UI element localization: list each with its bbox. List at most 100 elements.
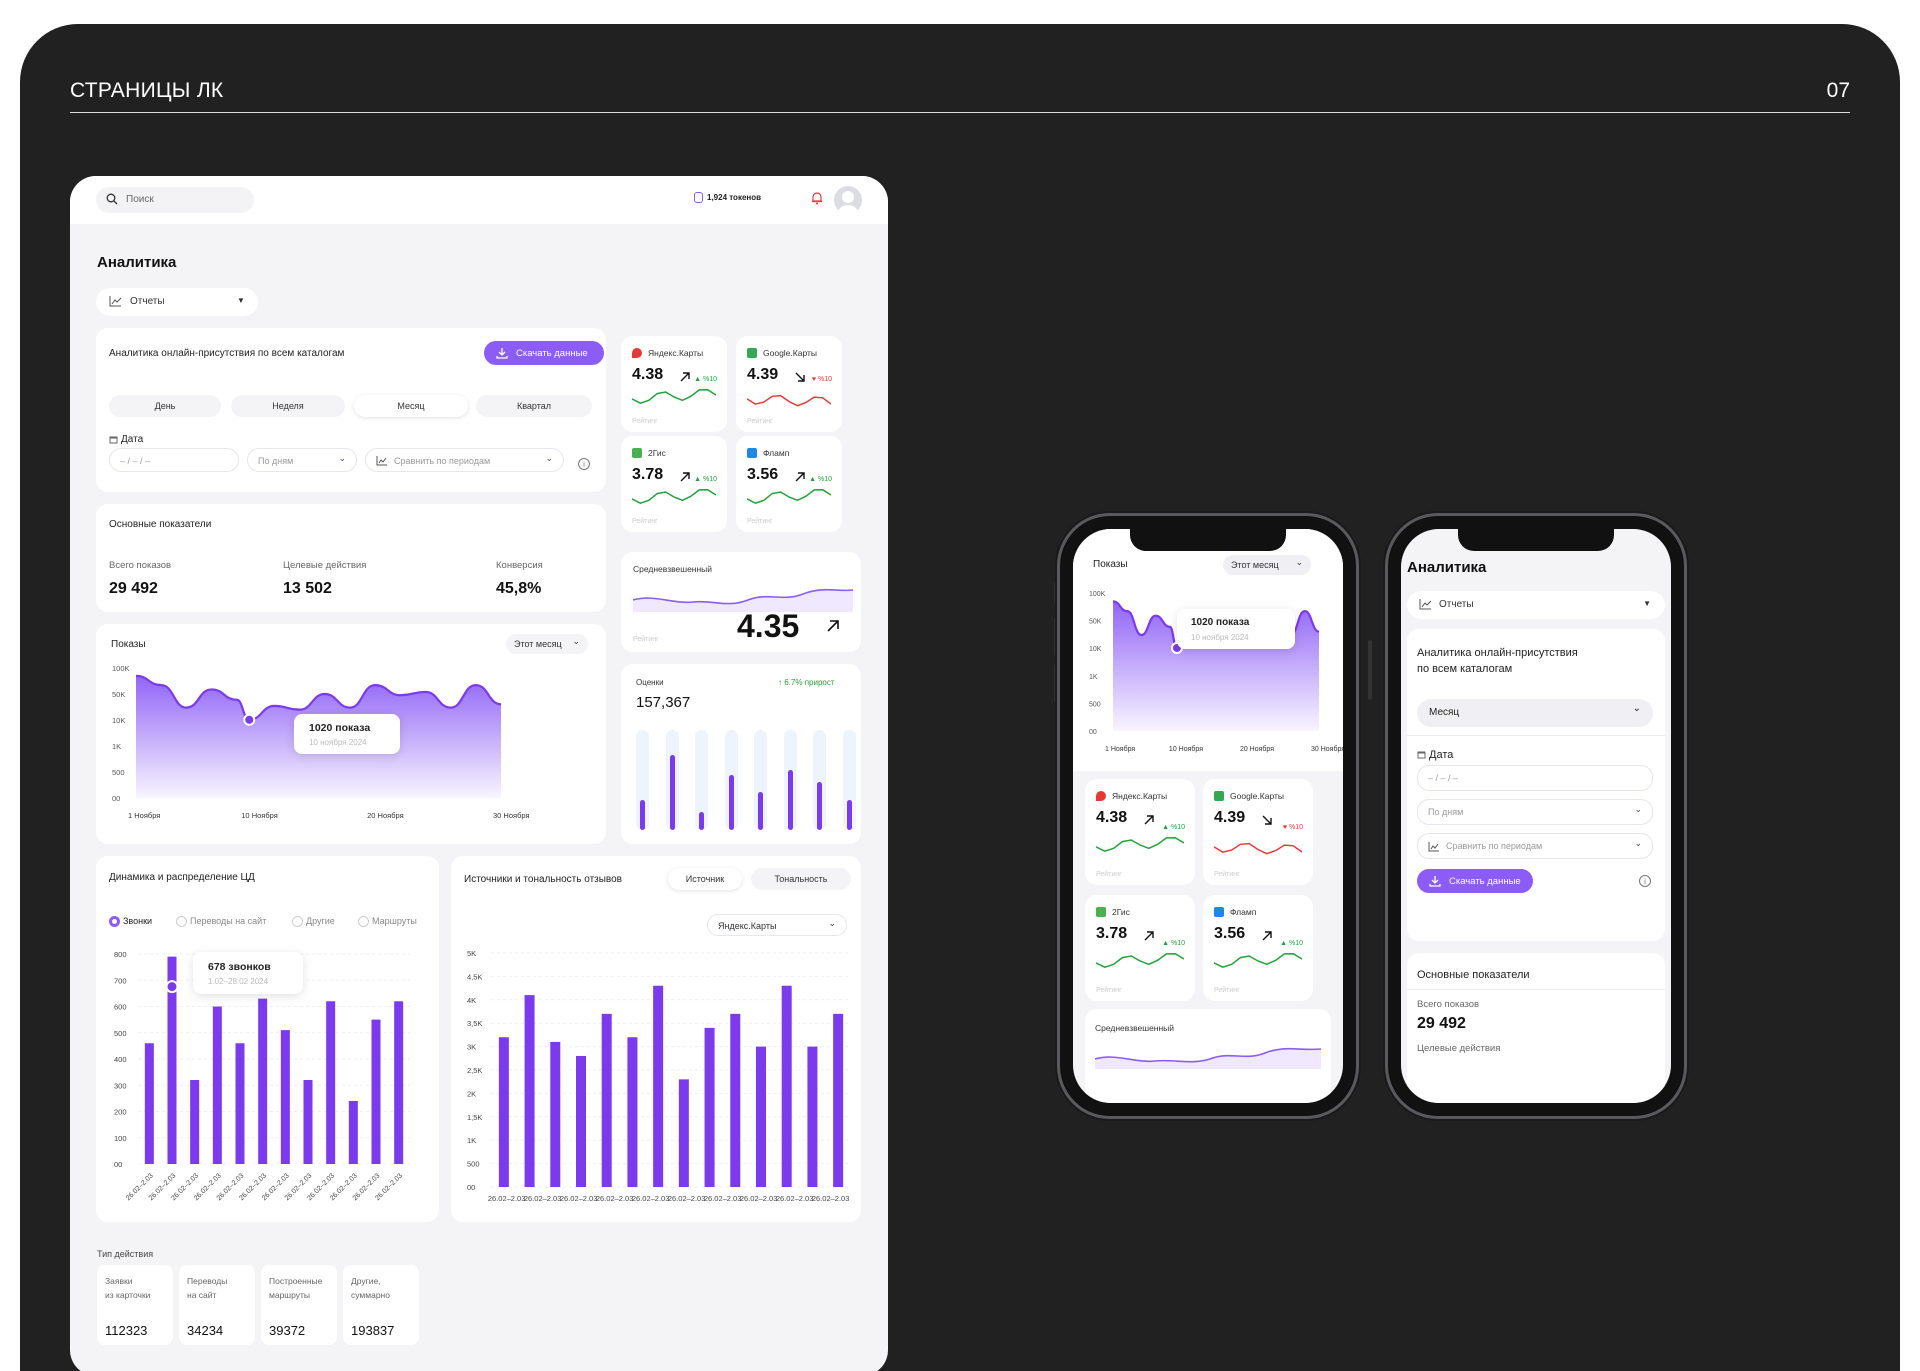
- bar[interactable]: [833, 1013, 844, 1187]
- bar[interactable]: [144, 1043, 154, 1164]
- slide-page-number: 07: [1826, 79, 1850, 102]
- phone2-presence-title: Аналитика онлайн-присутствия по всем ката…: [1417, 645, 1578, 677]
- calendar-icon: [1417, 751, 1426, 759]
- bar[interactable]: [704, 1027, 715, 1187]
- shows-period-select[interactable]: Этот месяц ⌄: [506, 634, 588, 654]
- phone2-kpi-card: Основные показатели Всего показов 29 492…: [1407, 953, 1665, 1103]
- reports-select[interactable]: Отчеты ▼: [96, 288, 258, 316]
- phone2-presence-line2: по всем каталогам: [1417, 663, 1513, 675]
- rating-value: 4.38: [632, 366, 664, 383]
- page-title: Аналитика: [97, 254, 177, 271]
- legend-calls[interactable]: Звонки: [109, 916, 152, 927]
- y-tick-label: 4K: [467, 996, 476, 1005]
- top-bar: Поиск 1,924 токенов: [70, 176, 888, 224]
- info-icon[interactable]: i: [1639, 875, 1651, 887]
- search-input[interactable]: Поиск: [96, 187, 254, 213]
- rating-card-3: Фламп 3.56 ▲ %10 Рейтинг: [736, 436, 842, 532]
- sparkline: [1214, 843, 1302, 855]
- dynamics-tooltip-value: 678 звонков: [208, 961, 271, 973]
- bar[interactable]: [756, 1046, 766, 1187]
- chart-marker[interactable]: [165, 980, 179, 994]
- bar[interactable]: [394, 1001, 404, 1164]
- bar[interactable]: [627, 1037, 638, 1187]
- bar[interactable]: [524, 995, 535, 1187]
- bar[interactable]: [601, 1013, 612, 1187]
- phone1-rating-card-0: Яндекс.Карты 4.38 ▲ %10 Рейтинг: [1085, 779, 1195, 885]
- rating-sparkline: [747, 488, 831, 504]
- y-tick-label: 4,5K: [467, 972, 482, 981]
- tab-tonality[interactable]: Тональность: [751, 868, 851, 890]
- shows-tooltip: 1020 показа 10 ноября 2024: [294, 714, 400, 754]
- source-select[interactable]: Яндекс.Карты ⌄: [707, 914, 847, 936]
- bar[interactable]: [371, 1019, 381, 1164]
- phone2-download-button[interactable]: Скачать данные: [1417, 869, 1533, 893]
- bar[interactable]: [280, 1030, 290, 1164]
- action-value: 34234: [187, 1323, 224, 1338]
- kpi-label-shows: Всего показов: [109, 560, 172, 571]
- phone2-reports-select[interactable]: Отчеты ▼: [1407, 591, 1665, 619]
- legend-routes[interactable]: Маршруты: [358, 916, 417, 927]
- by-days-select[interactable]: По дням ⌄: [247, 448, 357, 472]
- bar[interactable]: [498, 1037, 509, 1187]
- bar[interactable]: [212, 1006, 222, 1165]
- bar[interactable]: [653, 985, 664, 1187]
- x-tick-label: 1 Ноября: [128, 811, 160, 820]
- y-tick-label: 50K: [1089, 619, 1102, 626]
- phone2-compare-select[interactable]: Сравнить по периодам ⌄: [1417, 833, 1653, 859]
- bar[interactable]: [730, 1013, 741, 1187]
- download-button[interactable]: Скачать данные: [484, 341, 604, 365]
- reviews-growth: ↑ 6.7% прирост: [778, 678, 835, 687]
- token-balance[interactable]: 1,924 токенов: [707, 193, 762, 202]
- y-tick-label: 100K: [1089, 591, 1106, 598]
- phone2-date-input[interactable]: – / – / –: [1417, 765, 1653, 791]
- phone1-period-select[interactable]: Этот месяц ⌄: [1223, 555, 1311, 575]
- bar[interactable]: [235, 1043, 245, 1164]
- sparkline: [747, 488, 831, 504]
- bar[interactable]: [550, 1041, 561, 1187]
- arrow-up-right-icon: [1262, 931, 1272, 941]
- y-tick-label: 5K: [467, 949, 476, 958]
- rating-name: Фламп: [763, 448, 790, 458]
- rating-card-0: Яндекс.Карты 4.38 ▲ %10 Рейтинг: [621, 336, 727, 432]
- rating-sparkline: [747, 394, 831, 407]
- legend-other[interactable]: Другие: [292, 916, 335, 927]
- bar[interactable]: [678, 1079, 689, 1187]
- rating-sub: Рейтинг: [632, 418, 658, 425]
- tab-source[interactable]: Источник: [668, 868, 742, 890]
- bar[interactable]: [167, 956, 177, 1164]
- bar[interactable]: [348, 1101, 358, 1164]
- search-icon: [106, 193, 118, 205]
- phone1-rating-card-1: Google.Карты 4.39 ♥ %10 Рейтинг: [1203, 779, 1313, 885]
- phone1-weighted-title: Средневзвешенный: [1095, 1023, 1175, 1033]
- bell-icon[interactable]: [811, 191, 823, 205]
- y-tick-label: 100K: [112, 664, 130, 673]
- period-tab-month[interactable]: Месяц: [354, 395, 468, 417]
- period-tab-quarter[interactable]: Квартал: [476, 395, 592, 417]
- info-icon[interactable]: i: [578, 458, 590, 470]
- bar[interactable]: [807, 1046, 818, 1187]
- bar[interactable]: [190, 1080, 200, 1164]
- sources-card: Источники и тональность отзывов Источник…: [451, 856, 861, 1222]
- compare-periods-select[interactable]: Сравнить по периодам ⌄: [365, 448, 564, 472]
- bar[interactable]: [326, 1001, 336, 1164]
- bar[interactable]: [576, 1055, 586, 1187]
- avatar[interactable]: [834, 186, 862, 214]
- bar[interactable]: [303, 1080, 313, 1164]
- y-tick-label: 200: [114, 1108, 127, 1117]
- date-input[interactable]: – / – / –: [109, 448, 239, 472]
- bar[interactable]: [258, 998, 268, 1164]
- legend-site[interactable]: Переводы на сайт: [176, 916, 266, 927]
- chart-marker[interactable]: [243, 713, 256, 726]
- shows-tooltip-value: 1020 показа: [309, 722, 371, 734]
- y-tick-label: 500: [114, 1029, 127, 1038]
- reviews-track: [813, 730, 826, 830]
- x-tick-label: 26.02–2.03: [596, 1194, 634, 1203]
- period-tab-day[interactable]: День: [109, 395, 221, 417]
- x-tick-label: 26.02–2.03: [488, 1194, 526, 1203]
- reviews-card: Оценки 157,367 ↑ 6.7% прирост: [621, 664, 861, 844]
- bar[interactable]: [781, 985, 792, 1187]
- phone2-by-days-select[interactable]: По дням ⌄: [1417, 799, 1653, 825]
- period-tab-week[interactable]: Неделя: [231, 395, 345, 417]
- phone2-period-select[interactable]: Месяц ⌄: [1417, 699, 1653, 727]
- phone1-side-button: [1054, 664, 1058, 702]
